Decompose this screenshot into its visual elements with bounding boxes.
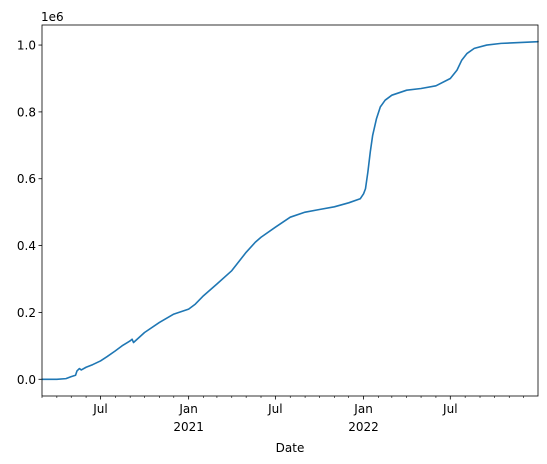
y-tick-label: 0.6 [17,172,36,186]
x-tick-label: Jul [442,402,457,416]
y-axis-offset-label: 1e6 [41,10,64,24]
x-tick-year-label: 2021 [173,420,204,434]
x-tick-label: Jul [267,402,282,416]
series-line [41,40,539,381]
y-tick-label: 1.0 [17,39,36,53]
x-tick-label: Jul [92,402,107,416]
x-axis-label: Date [276,441,305,455]
y-axis-ticks: 0.0 0.2 0.4 0.6 0.8 1.0 [17,39,42,387]
y-tick-label: 0.8 [17,105,36,119]
y-tick-label: 0.0 [17,373,36,387]
x-axis-ticks: Jul Jan 2021 Jul Jan 2022 Jul [41,396,524,434]
plot-frame [41,24,539,397]
x-tick-label: Jan [178,402,198,416]
y-tick-label: 0.2 [17,306,36,320]
plot-series [41,40,539,381]
x-tick-year-label: 2022 [348,420,379,434]
x-tick-label: Jan [353,402,373,416]
y-tick-label: 0.4 [17,239,36,253]
